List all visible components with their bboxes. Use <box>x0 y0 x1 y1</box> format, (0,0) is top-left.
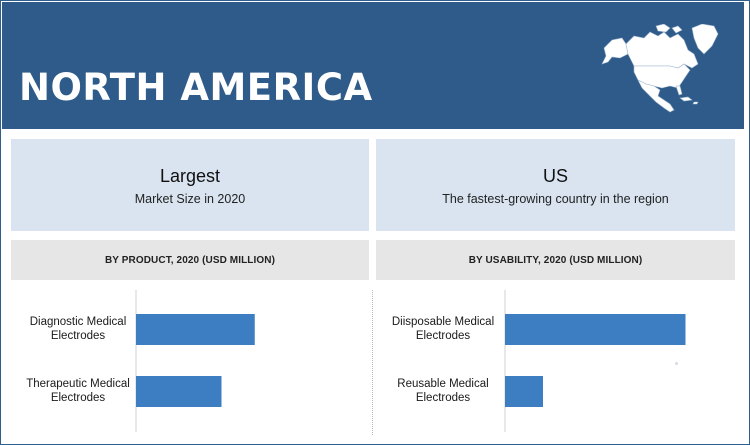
section-divider <box>372 290 373 435</box>
category-label: Diagnostic Medical Electrodes <box>30 316 127 342</box>
chart-b-title: BY USABILITY, 2020 (USD MILLION) <box>468 255 643 266</box>
chart-bar <box>505 376 543 407</box>
category-label: Diisposable Medical Electrodes <box>392 316 494 342</box>
north-america-map-icon <box>601 24 719 113</box>
card-fastest: US The fastest-growing country in the re… <box>376 139 735 231</box>
chart-bar <box>136 376 222 407</box>
category-label: Therapeutic Medical Electrodes <box>26 378 130 404</box>
chart-bar <box>505 314 686 345</box>
card-largest-subtitle: Market Size in 2020 <box>134 192 246 206</box>
chart-a-title: BY PRODUCT, 2020 (USD MILLION) <box>104 255 276 266</box>
chart-bar <box>136 314 255 345</box>
chart-by-product: Diagnostic Medical Electrodes Therapeutic … <box>26 290 255 432</box>
card-largest-title: Largest <box>159 166 221 186</box>
header-banner: NORTH AMERICA <box>2 2 744 129</box>
page-title: NORTH AMERICA <box>19 66 373 109</box>
chart-by-usability: Diisposable Medical Electrodes Reusable Me… <box>392 290 686 432</box>
card-fastest-subtitle: The fastest-growing country in the regio… <box>442 192 669 206</box>
category-label: Reusable Medical Electrodes <box>397 378 488 404</box>
chart-a-title-band: BY PRODUCT, 2020 (USD MILLION) <box>11 240 369 280</box>
card-largest: Largest Market Size in 2020 <box>11 139 369 231</box>
decorative-dot <box>675 362 678 365</box>
chart-b-title-band: BY USABILITY, 2020 (USD MILLION) <box>376 240 735 280</box>
card-fastest-title: US <box>542 166 568 186</box>
